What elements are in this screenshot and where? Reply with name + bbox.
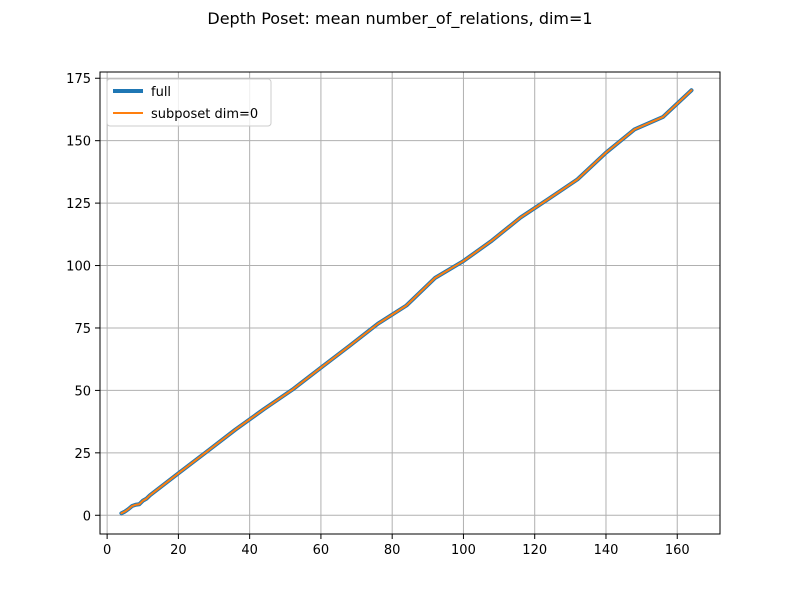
y-tick-label: 100 bbox=[66, 260, 91, 275]
y-axis: 0 25 50 75 100 125 150 175 bbox=[66, 72, 100, 524]
x-tick-label: 40 bbox=[241, 543, 258, 558]
x-tick-label: 140 bbox=[594, 543, 619, 558]
y-tick-label: 175 bbox=[66, 72, 91, 87]
y-tick-label: 150 bbox=[66, 135, 91, 150]
y-tick-label: 75 bbox=[74, 322, 91, 337]
x-tick-label: 20 bbox=[170, 543, 187, 558]
y-tick-label: 50 bbox=[74, 384, 91, 399]
legend-label: subposet dim=0 bbox=[151, 107, 258, 122]
x-tick-label: 160 bbox=[665, 543, 690, 558]
x-axis: 0 20 40 60 80 100 120 140 160 bbox=[103, 534, 690, 558]
x-tick-label: 0 bbox=[103, 543, 111, 558]
legend-label: full bbox=[151, 85, 171, 100]
series-line-subposet bbox=[120, 89, 693, 515]
grid-lines bbox=[100, 72, 720, 534]
x-tick-label: 120 bbox=[522, 543, 547, 558]
plot-frame bbox=[99, 71, 721, 535]
legend-box bbox=[106, 78, 272, 127]
y-tick-label: 25 bbox=[74, 447, 91, 462]
x-tick-label: 60 bbox=[313, 543, 330, 558]
x-tick-label: 80 bbox=[384, 543, 401, 558]
y-tick-label: 125 bbox=[66, 197, 91, 212]
chart-title: Depth Poset: mean number_of_relations, d… bbox=[207, 9, 593, 28]
series-layer bbox=[119, 88, 694, 516]
y-tick-label: 0 bbox=[83, 509, 91, 524]
legend: full subposet dim=0 bbox=[106, 78, 272, 127]
x-tick-label: 100 bbox=[451, 543, 476, 558]
